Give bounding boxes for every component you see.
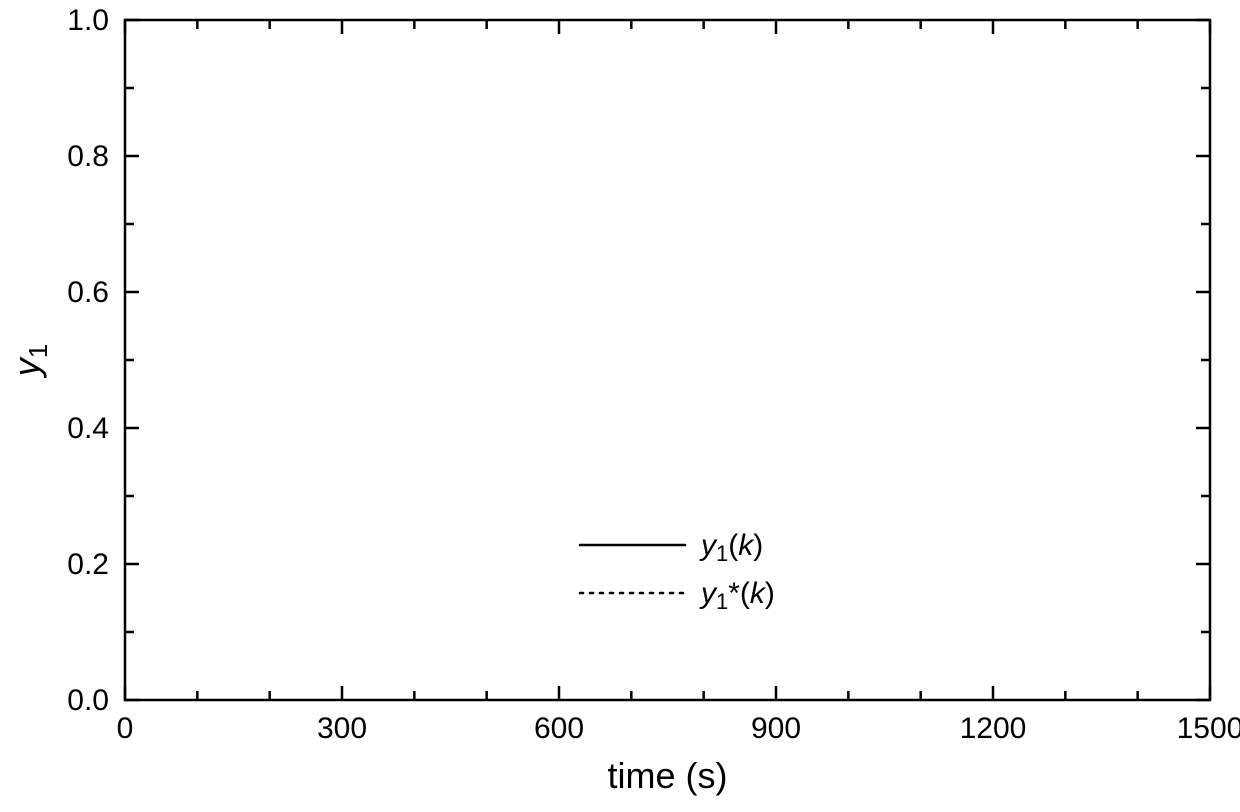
chart-container: 0 300 600 900 1200 1500 0.0 0.2 0.4 0.6 0.8 1.0 time… [0,0,1240,812]
x-tick-label: 1500 [1177,712,1240,745]
y-axis-title: y1 [6,344,53,379]
series-y1 [125,61,1210,657]
y-tick-label: 0.6 [67,276,109,309]
x-tick-label: 0 [117,712,134,745]
x-tick-label: 600 [534,712,584,745]
y-axis-title-group: y1 [6,344,53,379]
x-tick-label: 1200 [960,712,1027,745]
plot-group [125,61,1210,662]
y-tick-label: 0.8 [67,140,109,173]
line-chart: 0 300 600 900 1200 1500 0.0 0.2 0.4 0.6 0.8 1.0 time… [0,0,1240,812]
legend-label: y1*(k) [699,577,775,614]
y-tick-label: 0.0 [67,684,109,717]
x-tick-label: 900 [751,712,801,745]
series-y1star [125,62,1210,661]
x-axis-title: time (s) [608,755,728,796]
y-tick-label: 1.0 [67,4,109,37]
x-tick-label: 300 [317,712,367,745]
legend-label: y1(k) [699,529,763,566]
plot-frame [125,20,1210,700]
y-tick-label: 0.4 [67,412,109,445]
y-tick-label: 0.2 [67,548,109,581]
